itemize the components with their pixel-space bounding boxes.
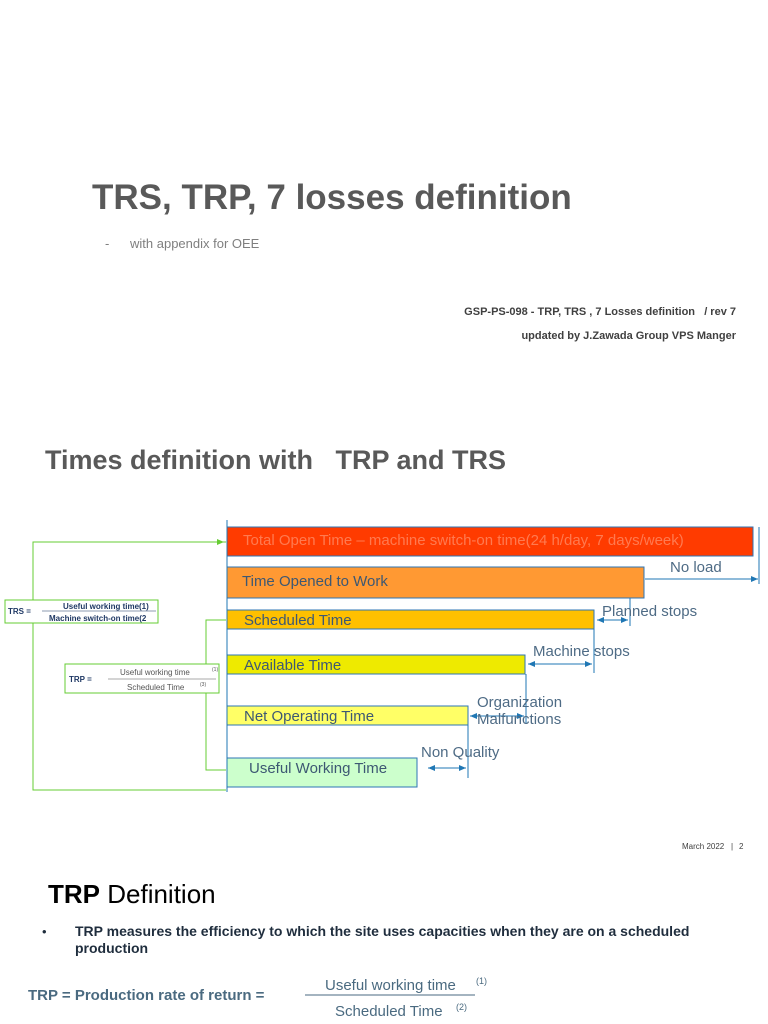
trs-label: TRS = [8, 607, 31, 616]
numerator: Useful working time [120, 668, 190, 677]
bar [226, 526, 754, 557]
slide-title: TRS, TRP, 7 losses definition [92, 178, 572, 217]
loss-label: No load [670, 559, 722, 576]
footnote: (3) [200, 682, 206, 688]
title-bold: TRP [48, 879, 100, 909]
bar-label: Scheduled Time [244, 612, 352, 629]
denominator: Scheduled Time [127, 683, 185, 692]
title-rest: Definition [107, 879, 216, 909]
denominator: Scheduled Time [335, 1003, 443, 1020]
bar-label: Useful Working Time [249, 760, 387, 777]
footnote: (2) [456, 1002, 467, 1012]
loss-label: Planned stops [602, 603, 697, 620]
subtitle: with appendix for OEE [130, 236, 260, 251]
footnote: (1) [212, 667, 218, 673]
author: updated by J.Zawada Group VPS Manger [521, 330, 736, 342]
bar-label: Available Time [244, 657, 341, 674]
slide-title: TRP Definition [48, 879, 216, 910]
bar [226, 757, 418, 788]
loss-label: Organization [477, 694, 562, 711]
bullet: - [105, 236, 110, 251]
definition: TRP measures the efficiency to which the… [75, 923, 690, 956]
loss-label: Machine stops [533, 643, 630, 660]
bar [226, 566, 645, 599]
numerator: Useful working time(1) [63, 602, 149, 611]
trp-connector [205, 619, 226, 771]
trs-box [4, 599, 159, 624]
bullet: • [42, 924, 47, 939]
trp-label: TRP = [69, 675, 92, 684]
reference: GSP-PS-098 - TRP, TRS , 7 Losses definit… [464, 306, 736, 318]
page-number: 2 [739, 842, 744, 851]
slide-title: Times definition with TRP and TRS [45, 445, 507, 475]
loss-label: Non Quality [421, 744, 500, 761]
bar-label: Total Open Time – machine switch-on time… [243, 532, 684, 549]
footnote: (1) [476, 976, 487, 986]
formula-lhs: TRP = Production rate of return = [28, 987, 265, 1004]
footer-date: March 2022 [682, 842, 725, 851]
denominator: Machine switch-on time(2 [49, 614, 147, 623]
bar-label: Time Opened to Work [242, 573, 388, 590]
bar-label: Net Operating Time [244, 708, 374, 725]
loss-label: Malfunctions [477, 711, 561, 728]
numerator: Useful working time [325, 977, 456, 994]
trp-box [64, 663, 220, 694]
footer-separator: | [731, 842, 733, 851]
